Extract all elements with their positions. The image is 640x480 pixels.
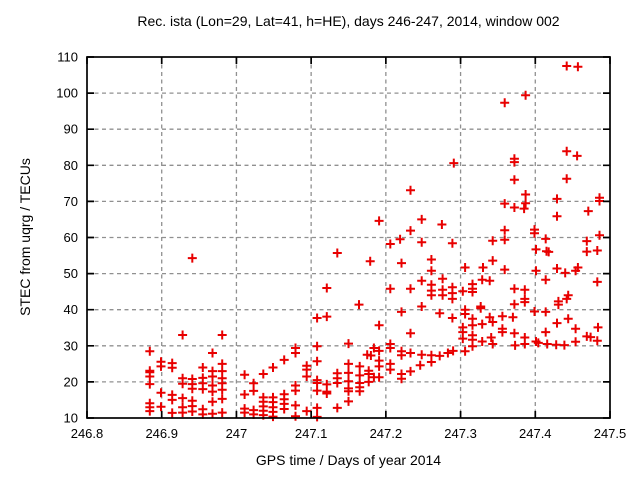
x-tick-label: 247.3 bbox=[444, 426, 477, 441]
y-tick-label: 30 bbox=[64, 338, 78, 353]
x-tick-label: 247.2 bbox=[370, 426, 403, 441]
scatter-points bbox=[145, 61, 604, 422]
x-axis-label: GPS time / Days of year 2014 bbox=[255, 452, 442, 468]
y-tick-label: 90 bbox=[64, 122, 78, 137]
x-tick-label: 247.5 bbox=[594, 426, 627, 441]
tick-marks bbox=[86, 56, 611, 419]
x-tick-label: 246.8 bbox=[71, 426, 104, 441]
y-tick-label: 10 bbox=[64, 411, 78, 426]
x-tick-label: 246.9 bbox=[145, 426, 178, 441]
x-tick-label: 247.4 bbox=[519, 426, 552, 441]
y-tick-label: 100 bbox=[56, 86, 78, 101]
y-tick-label: 110 bbox=[57, 50, 78, 65]
y-tick-label: 50 bbox=[64, 266, 78, 281]
chart-title: Rec. ista (Lon=29, Lat=41, h=HE), days 2… bbox=[137, 13, 560, 29]
y-tick-label: 70 bbox=[64, 194, 78, 209]
x-tick-label: 247.1 bbox=[295, 426, 328, 441]
y-tick-label: 80 bbox=[64, 158, 78, 173]
y-tick-label: 40 bbox=[64, 302, 78, 317]
y-tick-label: 60 bbox=[64, 230, 78, 245]
x-tick-label: 247 bbox=[226, 426, 248, 441]
y-tick-label: 20 bbox=[64, 374, 78, 389]
